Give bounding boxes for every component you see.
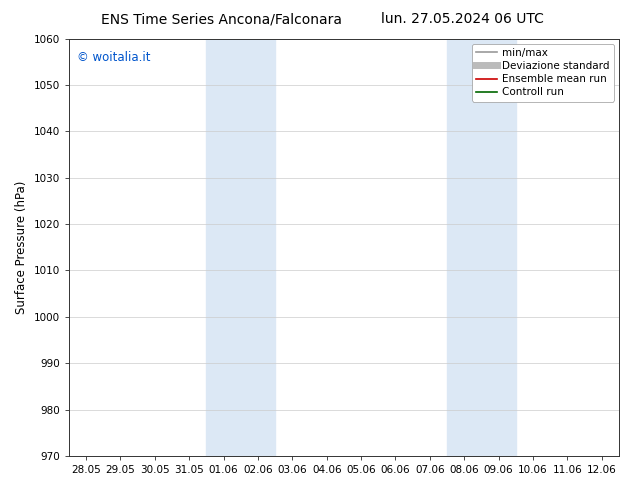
- Bar: [207, 39, 275, 456]
- Bar: [447, 39, 516, 456]
- Y-axis label: Surface Pressure (hPa): Surface Pressure (hPa): [15, 181, 28, 314]
- Text: © woitalia.it: © woitalia.it: [77, 51, 151, 64]
- Text: lun. 27.05.2024 06 UTC: lun. 27.05.2024 06 UTC: [382, 12, 544, 26]
- Legend: min/max, Deviazione standard, Ensemble mean run, Controll run: min/max, Deviazione standard, Ensemble m…: [472, 44, 614, 101]
- Text: ENS Time Series Ancona/Falconara: ENS Time Series Ancona/Falconara: [101, 12, 342, 26]
